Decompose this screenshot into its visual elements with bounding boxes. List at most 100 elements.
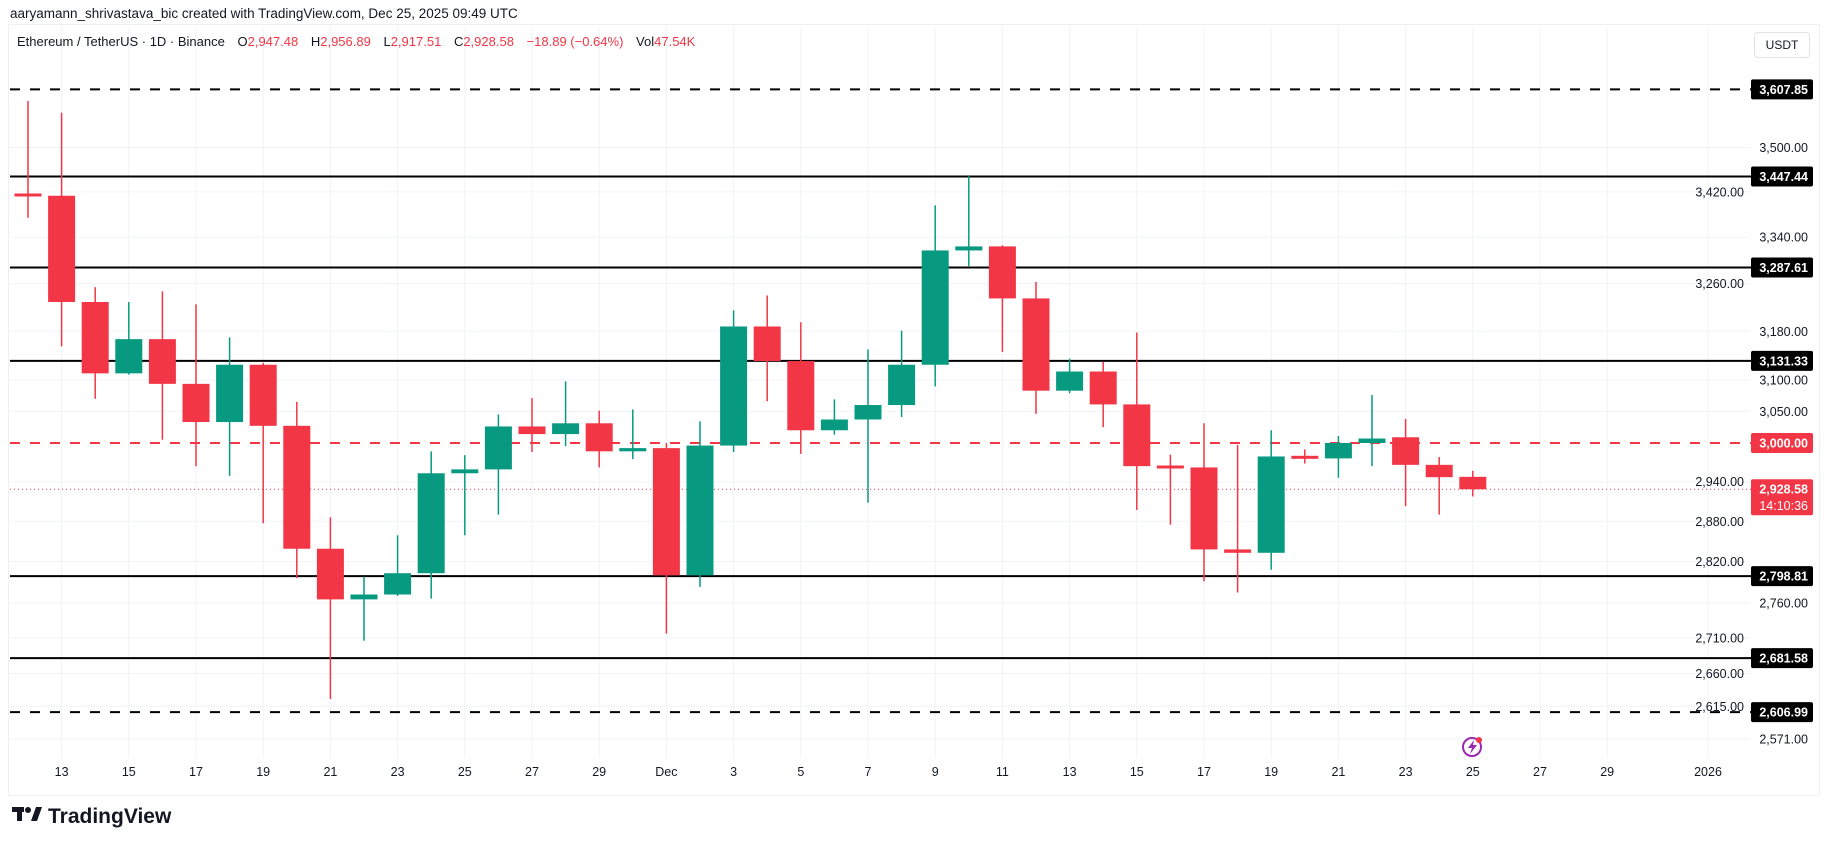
candle [585,410,613,468]
level-price-label: 2,606.99 [1759,706,1808,720]
x-tick-label: 29 [592,765,606,779]
candle [48,112,76,347]
candle [1358,395,1386,467]
candle-body [518,426,546,435]
y-tick-label: 2,571.00 [1759,732,1808,746]
brand-name: TradingView [48,805,172,828]
candle-body [283,425,311,549]
x-tick-label: 7 [865,765,872,779]
candle [686,421,714,587]
close-value: 2,928.58 [463,34,514,49]
x-tick-label: 2026 [1694,765,1722,779]
candle-body [652,448,680,576]
candle-body [619,448,647,452]
x-tick-label: 27 [1533,765,1547,779]
candle [1257,430,1285,570]
candle [1291,449,1319,464]
candle [484,414,512,515]
candle-body [1324,443,1352,459]
candle [955,176,983,267]
candle-body [148,339,176,384]
symbol-legend: Ethereum / TetherUS · 1D · Binance O2,94… [17,34,704,49]
x-tick-label: 25 [458,765,472,779]
level-price-label: 2,798.81 [1759,570,1808,584]
candle [1425,457,1453,515]
level-price-label: 3,287.61 [1759,261,1808,275]
candle [1392,418,1420,507]
candle [552,381,580,447]
lightning-icon [1468,740,1477,754]
candle [652,443,680,634]
candle-body [1224,549,1252,553]
candle [1224,444,1252,593]
candle-body [249,364,277,426]
y-tick-label: 3,500.00 [1759,141,1808,155]
candle [148,291,176,440]
y-tick-label: 3,420.00 [1695,185,1744,199]
candle-body [1257,456,1285,553]
x-tick-label: 29 [1600,765,1614,779]
volume-label: Vol [636,34,655,49]
candle [888,330,916,417]
level-price-label: 3,131.33 [1759,354,1808,368]
candle-body [484,426,512,470]
x-tick-label: 27 [525,765,539,779]
candle-body [1358,438,1386,443]
level-price-tag [1751,166,1813,187]
candle [216,337,244,476]
candle [820,399,848,435]
y-tick-label: 3,260.00 [1695,277,1744,291]
currency-button[interactable]: USDT [1754,32,1810,58]
candle [1156,454,1184,525]
candle-body [585,423,613,452]
y-tick-label: 2,940.00 [1695,475,1744,489]
candle [787,322,815,454]
candle-body [1123,404,1151,467]
candle [384,535,412,596]
candle-body [686,445,714,576]
last-price-label: 2,928.58 [1759,483,1808,497]
candle [1123,332,1151,510]
candle-body [921,250,949,365]
x-tick-label: 17 [1197,765,1211,779]
x-tick-label: 19 [1264,765,1278,779]
lightning-alert-icon [1462,737,1482,757]
candle [81,287,109,399]
candle [1459,470,1487,497]
candle [451,455,479,536]
y-tick-label: 2,660.00 [1695,667,1744,681]
candle [854,349,882,503]
level-price-label: 3,000.00 [1759,437,1808,451]
x-tick-label: 11 [996,765,1009,779]
candle-body [451,469,479,474]
level-price-label: 3,447.44 [1759,170,1808,184]
x-tick-label: 19 [256,765,270,779]
tradingview-logo[interactable]: TradingView [12,805,171,829]
candle-body [1459,476,1487,490]
candle [1089,361,1117,428]
x-tick-label: 5 [797,765,804,779]
candle [1056,358,1084,394]
candle-body [48,195,76,302]
chart-frame [8,24,1820,796]
symbol-title[interactable]: Ethereum / TetherUS · 1D · Binance [17,34,225,49]
candle [283,401,311,578]
candle-body [1156,465,1184,469]
level-price-label: 3,607.85 [1759,83,1808,97]
candle [1022,281,1050,414]
x-tick-label: 17 [189,765,203,779]
candle-body [1425,464,1453,478]
level-price-label: 2,681.58 [1759,652,1808,666]
candle [518,398,546,452]
candle-body [753,326,781,362]
level-price-tag [1751,79,1813,100]
close-label: C [453,34,464,49]
candle [988,245,1016,352]
candle-body [216,364,244,423]
chart-credit: aaryamann_shrivastava_bic created with T… [10,6,518,21]
last-price-tag [1751,479,1813,516]
y-tick-label: 2,615.00 [1695,700,1744,714]
level-price-tag [1751,702,1813,723]
candle-body [1392,437,1420,465]
